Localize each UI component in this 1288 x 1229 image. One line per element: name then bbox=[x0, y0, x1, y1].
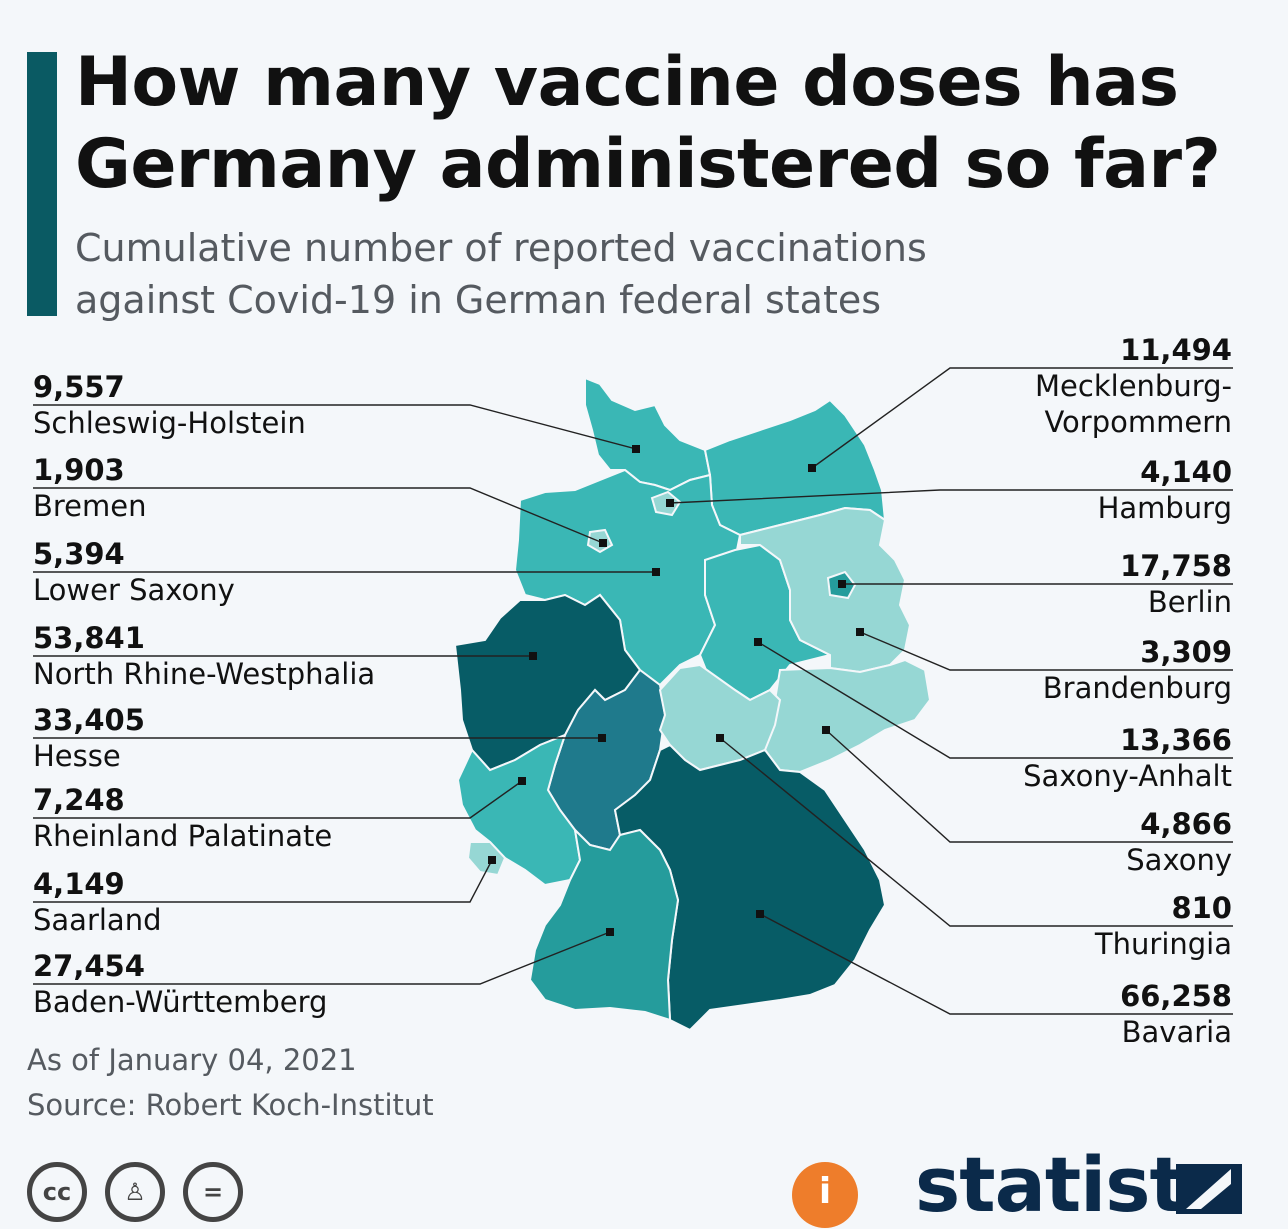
state-label-bavaria: Bavaria bbox=[1122, 1015, 1232, 1049]
subtitle-line-1: Cumulative number of reported vaccinatio… bbox=[75, 226, 927, 270]
title-line-1: How many vaccine doses has bbox=[75, 43, 1179, 122]
marker-lower-saxony bbox=[652, 568, 660, 576]
state-shape-baden-wurttemberg bbox=[528, 827, 680, 1022]
marker-hesse bbox=[598, 734, 606, 742]
marker-saarland bbox=[488, 856, 496, 864]
marker-saxony-anhalt bbox=[754, 638, 762, 646]
value-label-hesse: 33,405 bbox=[33, 703, 145, 737]
marker-north-rhine-westphalia bbox=[529, 652, 537, 660]
value-label-saarland: 4,149 bbox=[33, 867, 125, 901]
state-label-saxony-anhalt: Saxony-Anhalt bbox=[1023, 759, 1232, 793]
leader-line-hamburg bbox=[669, 489, 1233, 504]
value-label-schleswig-holstein: 9,557 bbox=[33, 370, 125, 404]
value-label-berlin: 17,758 bbox=[1120, 549, 1232, 583]
leader-line-brandenburg bbox=[859, 631, 1233, 671]
marker-bavaria bbox=[756, 910, 764, 918]
nd-icon[interactable]: = bbox=[183, 1162, 243, 1222]
state-label-baden-w-rttemberg: Baden-Württemberg bbox=[33, 985, 327, 1019]
leader-line-baden-w-rttemberg bbox=[33, 931, 611, 985]
map-layer bbox=[453, 376, 932, 1032]
marker-saxony bbox=[822, 726, 830, 734]
marker-rheinland-palatinate bbox=[518, 777, 526, 785]
chart-subtitle: Cumulative number of reported vaccinatio… bbox=[75, 222, 1175, 326]
value-label-baden-w-rttemberg: 27,454 bbox=[33, 949, 145, 983]
marker-mecklenburg-vorpommern bbox=[808, 464, 816, 472]
state-label-berlin: Berlin bbox=[1148, 585, 1232, 619]
leader-line-saarland bbox=[33, 859, 493, 903]
state-label-thuringia: Thuringia bbox=[1094, 927, 1232, 961]
statista-flag-icon bbox=[1176, 1164, 1242, 1214]
state-label-north-rhine-westphalia: North Rhine-Westphalia bbox=[33, 657, 375, 691]
state-label-brandenburg: Brandenburg bbox=[1043, 671, 1232, 705]
state-label-rheinland-palatinate: Rheinland Palatinate bbox=[33, 819, 332, 853]
state-shape-saxony bbox=[763, 658, 932, 774]
value-label-saxony: 4,866 bbox=[1140, 807, 1232, 841]
state-label-mecklenburg-vorpommern: Vorpommern bbox=[1044, 405, 1232, 439]
by-icon[interactable]: ♙ bbox=[105, 1162, 165, 1222]
marker-brandenburg bbox=[856, 628, 864, 636]
marker-baden-w-rttemberg bbox=[606, 928, 614, 936]
state-label-lower-saxony: Lower Saxony bbox=[33, 573, 235, 607]
value-label-thuringia: 810 bbox=[1171, 891, 1232, 925]
value-label-mecklenburg-vorpommern: 11,494 bbox=[1120, 333, 1232, 367]
leader-line-mecklenburg-vorpommern bbox=[811, 367, 1233, 469]
title-accent-bar bbox=[27, 52, 57, 316]
state-label-saarland: Saarland bbox=[33, 903, 162, 937]
leader-line-saxony-anhalt bbox=[757, 641, 1233, 759]
value-label-rheinland-palatinate: 7,248 bbox=[33, 783, 125, 817]
state-label-saxony: Saxony bbox=[1126, 843, 1232, 877]
state-label-schleswig-holstein: Schleswig-Holstein bbox=[33, 406, 306, 440]
value-label-north-rhine-westphalia: 53,841 bbox=[33, 621, 145, 655]
leader-line-layer bbox=[33, 367, 1233, 1015]
marker-bremen bbox=[599, 539, 607, 547]
marker-hamburg bbox=[666, 499, 674, 507]
leader-line-schleswig-holstein bbox=[33, 404, 637, 450]
state-label-bremen: Bremen bbox=[33, 489, 147, 523]
as-of-date: As of January 04, 2021 bbox=[27, 1043, 357, 1077]
value-label-bremen: 1,903 bbox=[33, 453, 125, 487]
value-label-saxony-anhalt: 13,366 bbox=[1120, 723, 1232, 757]
cc-icon[interactable]: cc bbox=[27, 1162, 87, 1222]
marker-thuringia bbox=[716, 734, 724, 742]
chart-title: How many vaccine doses has Germany admin… bbox=[75, 42, 1255, 206]
subtitle-line-2: against Covid-19 in German federal state… bbox=[75, 278, 882, 322]
value-label-lower-saxony: 5,394 bbox=[33, 537, 125, 571]
source-note: Source: Robert Koch-Institut bbox=[27, 1088, 434, 1122]
leader-line-bavaria bbox=[759, 913, 1233, 1015]
state-label-hesse: Hesse bbox=[33, 739, 121, 773]
state-shape-saarland bbox=[466, 841, 507, 877]
leader-line-thuringia bbox=[719, 737, 1233, 927]
marker-berlin bbox=[838, 580, 846, 588]
state-label-hamburg: Hamburg bbox=[1098, 491, 1232, 525]
value-label-bavaria: 66,258 bbox=[1120, 979, 1232, 1013]
leader-line-saxony bbox=[825, 729, 1233, 843]
value-label-hamburg: 4,140 bbox=[1140, 455, 1232, 489]
state-shape-brandenburg bbox=[739, 506, 912, 674]
marker-schleswig-holstein bbox=[632, 445, 640, 453]
leader-line-bremen bbox=[33, 487, 604, 544]
value-label-brandenburg: 3,309 bbox=[1140, 635, 1232, 669]
state-label-mecklenburg-vorpommern: Mecklenburg- bbox=[1035, 369, 1232, 403]
infographic-badge-icon: i bbox=[792, 1162, 858, 1228]
leader-line-rheinland-palatinate bbox=[33, 780, 523, 819]
state-shape-schleswig-holstein bbox=[584, 376, 712, 492]
title-line-2: Germany administered so far? bbox=[75, 125, 1221, 204]
